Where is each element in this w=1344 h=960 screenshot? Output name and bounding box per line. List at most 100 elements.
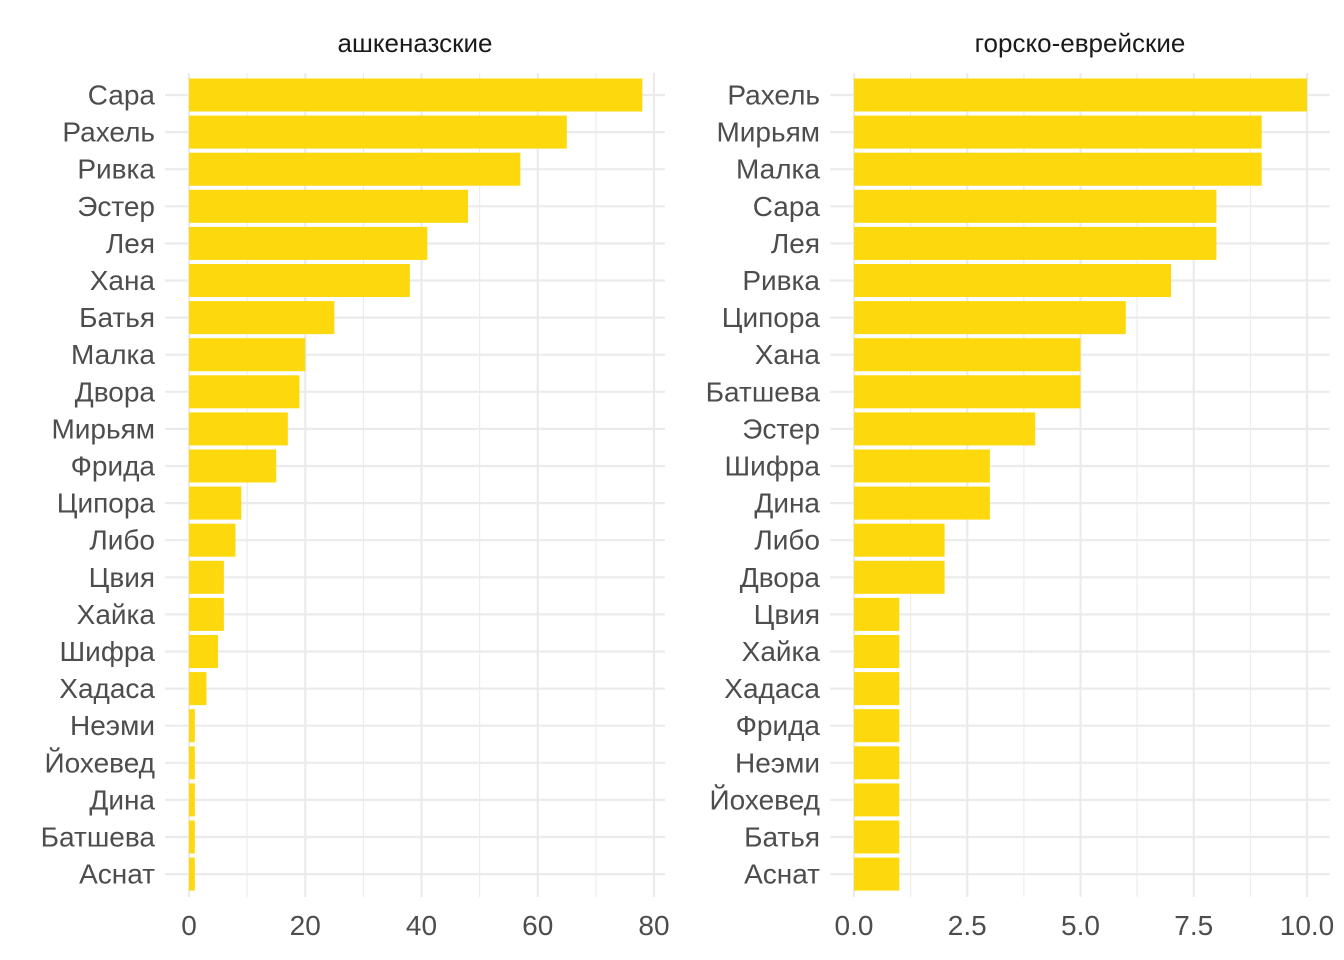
x-tick-label: 0.0 — [835, 910, 874, 941]
bar-Ривка — [854, 264, 1172, 297]
category-label: Йохевед — [45, 747, 156, 778]
x-tick-label: 20 — [290, 910, 321, 941]
category-label: Либо — [754, 525, 820, 556]
bar-Лея — [189, 226, 428, 260]
bar-Неэми — [189, 709, 195, 743]
category-label: Рахель — [62, 117, 155, 148]
bar-Рахель — [189, 115, 567, 149]
x-tick-label: 60 — [522, 910, 553, 941]
bar-Батшева — [854, 375, 1081, 409]
category-label: Шифра — [725, 451, 821, 482]
bar-Хана — [854, 338, 1081, 372]
x-tick-label: 40 — [406, 910, 437, 941]
category-label: Шифра — [60, 636, 156, 667]
bar-Либо — [854, 523, 945, 557]
bar-Неэми — [854, 746, 900, 780]
category-label: Хадаса — [59, 673, 155, 704]
bar-Сара — [854, 189, 1217, 223]
bar-Лея — [854, 226, 1217, 260]
facet-panel-1: Сара Рахель Ривка Эстер Лея Хана Батья Малка Дво… — [41, 28, 670, 941]
bar-Мирьям — [854, 115, 1262, 149]
bar-Фрида — [189, 449, 277, 483]
category-label: Эстер — [77, 191, 155, 222]
category-label: Батшева — [41, 822, 156, 853]
bar-Ривка — [189, 152, 521, 186]
bar-Йохевед — [189, 746, 195, 780]
category-label: Дина — [754, 488, 820, 519]
category-label: Малка — [736, 154, 820, 185]
category-label: Цвия — [754, 599, 820, 630]
x-tick-label: 2.5 — [948, 910, 987, 941]
category-label: Дина — [89, 784, 155, 815]
bar-Шифра — [189, 635, 219, 668]
category-label: Батья — [79, 302, 155, 333]
category-label: Ципора — [722, 302, 821, 333]
category-label: Цвия — [89, 562, 155, 593]
category-label: Мирьям — [716, 117, 820, 148]
bar-Хана — [189, 264, 410, 297]
bar-Хадаса — [189, 672, 207, 706]
category-label: Хайка — [742, 636, 821, 667]
category-label: Малка — [71, 339, 155, 370]
category-label: Фрида — [736, 710, 821, 741]
bar-Эстер — [189, 189, 468, 223]
x-tick-label: 5.0 — [1061, 910, 1100, 941]
category-label: Двора — [75, 376, 156, 407]
bar-Фрида — [854, 709, 900, 743]
bar-Хайка — [854, 635, 900, 668]
x-tick-label: 0 — [181, 910, 197, 941]
category-label: Лея — [106, 228, 155, 259]
bar-Хадаса — [854, 672, 900, 706]
category-label: Хайка — [77, 599, 156, 630]
bar-Хайка — [189, 597, 224, 631]
category-label: Хадаса — [724, 673, 820, 704]
x-tick-label: 10.0 — [1280, 910, 1335, 941]
category-label: Ривка — [77, 154, 155, 185]
x-tick-label: 80 — [638, 910, 669, 941]
bar-Шифра — [854, 449, 990, 483]
bar-Йохевед — [854, 783, 900, 817]
bar-Ципора — [189, 486, 242, 520]
category-label: Эстер — [742, 413, 820, 444]
category-label: Ривка — [742, 265, 820, 296]
bar-Малка — [189, 338, 306, 372]
bar-Либо — [189, 523, 236, 557]
bar-Батшева — [189, 820, 195, 854]
bar-Двора — [854, 560, 945, 594]
category-label: Хана — [90, 265, 156, 296]
facet-title: ашкеназские — [338, 28, 493, 58]
bar-Цвия — [189, 560, 224, 594]
x-tick-label: 7.5 — [1174, 910, 1213, 941]
facet-panel-2: Рахель Мирьям Малка Сара Лея Ривка Ципора Хана Б… — [706, 28, 1335, 941]
bar-Двора — [189, 375, 300, 409]
bar-Рахель — [854, 78, 1307, 112]
bar-Эстер — [854, 412, 1036, 446]
facet-title: горско-еврейские — [975, 28, 1186, 58]
category-label: Аснат — [79, 859, 155, 890]
category-label: Хана — [755, 339, 821, 370]
category-label: Мирьям — [51, 413, 155, 444]
bar-Цвия — [854, 597, 900, 631]
category-label: Лея — [771, 228, 820, 259]
category-label: Рахель — [727, 80, 820, 111]
category-label: Батья — [744, 822, 820, 853]
category-label: Неэми — [70, 710, 155, 741]
bar-Батья — [854, 820, 900, 854]
category-label: Батшева — [706, 376, 821, 407]
category-label: Фрида — [71, 451, 156, 482]
category-label: Двора — [740, 562, 821, 593]
category-label: Йохевед — [710, 784, 821, 815]
category-label: Аснат — [744, 859, 820, 890]
bar-Сара — [189, 78, 643, 112]
bar-Малка — [854, 152, 1262, 186]
category-label: Сара — [753, 191, 821, 222]
category-label: Сара — [88, 80, 156, 111]
bar-Ципора — [854, 301, 1126, 335]
bar-Аснат — [189, 857, 195, 891]
category-label: Ципора — [57, 488, 156, 519]
category-label: Либо — [89, 525, 155, 556]
bar-Мирьям — [189, 412, 288, 446]
bar-Дина — [854, 486, 990, 520]
